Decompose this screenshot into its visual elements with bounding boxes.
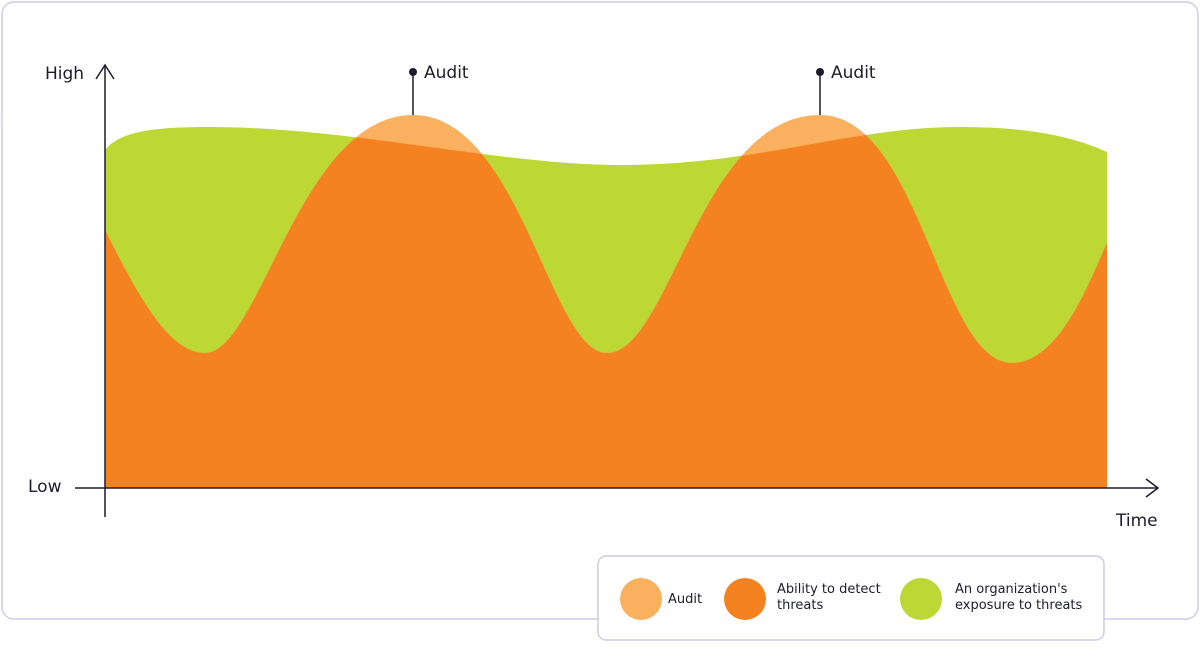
legend: Audit Ability to detect threats An organ… — [597, 555, 1105, 641]
legend-label: Ability to detect — [777, 582, 881, 597]
legend-box — [597, 555, 1105, 641]
x-axis-label: Time — [1115, 511, 1158, 531]
legend-label: threats — [777, 598, 823, 613]
audit-dot — [816, 68, 824, 76]
legend-label: exposure to threats — [955, 598, 1083, 613]
audit-annotation: Audit — [424, 63, 469, 83]
ability-area — [105, 127, 1107, 488]
axes — [75, 63, 1160, 517]
audit-annotation: Audit — [831, 63, 876, 83]
legend-swatch — [900, 578, 942, 620]
y-high-label: High — [45, 64, 84, 84]
audit-dot — [409, 68, 417, 76]
legend-swatch — [724, 578, 766, 620]
y-low-label: Low — [28, 477, 62, 497]
legend-swatch — [620, 578, 662, 620]
legend-label: Audit — [668, 592, 702, 607]
legend-label: An organization's — [955, 582, 1068, 597]
